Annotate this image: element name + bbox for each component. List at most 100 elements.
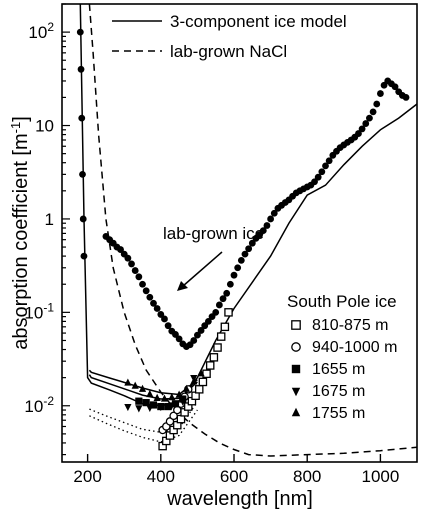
point-1655-m — [164, 402, 172, 411]
point-lab-grown-ice — [77, 65, 85, 73]
point-1655-m — [149, 401, 158, 409]
point-1755-m — [190, 377, 198, 385]
point-1675-m — [146, 404, 154, 413]
point-810-875-m — [220, 322, 230, 332]
point-1755-m — [182, 384, 191, 392]
point-lab-grown-ice — [175, 335, 183, 343]
point-810-875-m — [213, 343, 222, 352]
point-1755-m — [197, 369, 205, 377]
annotation-lab-grown-ice: lab-grown ice — [163, 224, 264, 243]
legend-sp-label: 940-1000 m — [312, 339, 397, 356]
y-axis-label: absorption coefficient [m-1] — [8, 116, 32, 350]
legend-top: 3-component ice model lab-grown NaCl — [112, 12, 347, 61]
point-lab-grown-ice — [311, 178, 318, 186]
point-lab-grown-ice — [377, 90, 384, 97]
y-tick-label: 1 — [45, 210, 54, 229]
legend-sp-marker — [291, 342, 301, 352]
point-lab-grown-ice — [230, 271, 238, 279]
point-lab-grown-ice — [314, 173, 322, 181]
point-lab-grown-ice — [131, 267, 139, 274]
point-lab-grown-ice — [80, 252, 88, 260]
legend-south-pole: South Pole ice 810-875 m 940-1000 m 1655 m… — [287, 292, 397, 422]
legend-label-nacl: lab-grown NaCl — [170, 42, 287, 61]
point-lab-grown-ice — [164, 322, 172, 330]
point-1655-m — [171, 400, 180, 408]
point-lab-grown-ice — [153, 305, 161, 312]
annotation-arrow — [177, 251, 223, 291]
point-lab-grown-ice — [358, 125, 366, 133]
point-810-875-m — [198, 377, 208, 387]
point-lab-grown-ice — [322, 162, 329, 170]
point-1655-m — [142, 399, 150, 407]
point-lab-grown-ice — [248, 239, 256, 247]
point-1675-m — [179, 398, 187, 406]
legend-sp-marker — [291, 387, 301, 397]
series-line-model-2 — [88, 374, 198, 400]
point-1675-m — [168, 402, 176, 410]
point-lab-grown-ice — [194, 331, 201, 339]
legend-sp-title: South Pole ice — [287, 292, 397, 311]
point-lab-grown-ice — [259, 227, 267, 235]
point-lab-grown-ice — [318, 168, 326, 176]
point-810-875-m — [205, 361, 215, 370]
legend-label-model: 3-component ice model — [170, 12, 347, 31]
point-lab-grown-ice — [355, 130, 362, 137]
point-lab-grown-ice — [270, 209, 278, 217]
point-lab-grown-ice — [197, 327, 205, 334]
x-tick-label: 600 — [220, 467, 248, 486]
point-1755-m — [175, 390, 183, 398]
point-lab-grown-ice — [157, 311, 165, 318]
point-lab-grown-ice — [128, 260, 135, 268]
point-lab-grown-ice — [219, 295, 227, 303]
point-lab-grown-ice — [263, 222, 271, 229]
x-tick-label: 1000 — [361, 467, 399, 486]
point-1755-m — [160, 394, 169, 402]
point-lab-grown-ice — [234, 264, 242, 272]
point-1655-m — [135, 397, 143, 405]
point-lab-grown-ice — [79, 170, 86, 178]
x-tick-label: 400 — [147, 467, 175, 486]
point-lab-grown-ice — [146, 293, 154, 301]
point-lab-grown-ice — [226, 280, 234, 288]
point-lab-grown-ice — [212, 308, 220, 316]
point-1675-m — [124, 403, 132, 412]
point-810-875-m — [194, 385, 204, 394]
point-1755-m — [131, 381, 139, 389]
y-tick-label: 10 — [35, 117, 54, 136]
point-lab-grown-ice — [135, 273, 143, 281]
point-1675-m — [135, 405, 143, 413]
point-lab-grown-ice — [139, 280, 146, 288]
point-810-875-m — [216, 332, 226, 341]
legend-sp-label: 1755 m — [312, 405, 365, 422]
point-1755-m — [146, 389, 154, 398]
point-lab-grown-ice — [78, 114, 86, 122]
point-lab-grown-ice — [142, 287, 150, 295]
point-lab-grown-ice — [241, 250, 249, 258]
point-lab-grown-ice — [402, 94, 410, 101]
point-lab-grown-ice — [366, 114, 373, 122]
point-lab-grown-ice — [76, 28, 84, 36]
point-lab-grown-ice — [190, 337, 198, 344]
point-lab-grown-ice — [117, 246, 124, 253]
series-line-model-dotted-2 — [89, 409, 198, 443]
point-lab-grown-ice — [237, 256, 245, 264]
point-lab-grown-ice — [124, 254, 132, 262]
point-940-1000-m — [169, 411, 178, 421]
point-lab-grown-ice — [362, 120, 370, 127]
legend-sp-label: 1655 m — [312, 361, 365, 378]
legend-sp-label: 810-875 m — [312, 317, 389, 334]
point-810-875-m — [224, 308, 233, 317]
legend-sp-marker — [291, 320, 301, 330]
x-axis-label: wavelength [nm] — [166, 488, 313, 510]
point-lab-grown-ice — [204, 318, 212, 325]
point-lab-grown-ice — [325, 157, 333, 165]
legend-sp-label: 1675 m — [312, 383, 365, 400]
point-lab-grown-ice — [245, 245, 253, 253]
point-lab-grown-ice — [161, 315, 168, 323]
y-tick-label: 102 — [28, 20, 54, 42]
y-tick-label: 10-1 — [24, 300, 54, 322]
legend-sp-marker — [291, 364, 301, 374]
point-lab-grown-ice — [79, 215, 87, 223]
point-lab-grown-ice — [369, 108, 377, 116]
